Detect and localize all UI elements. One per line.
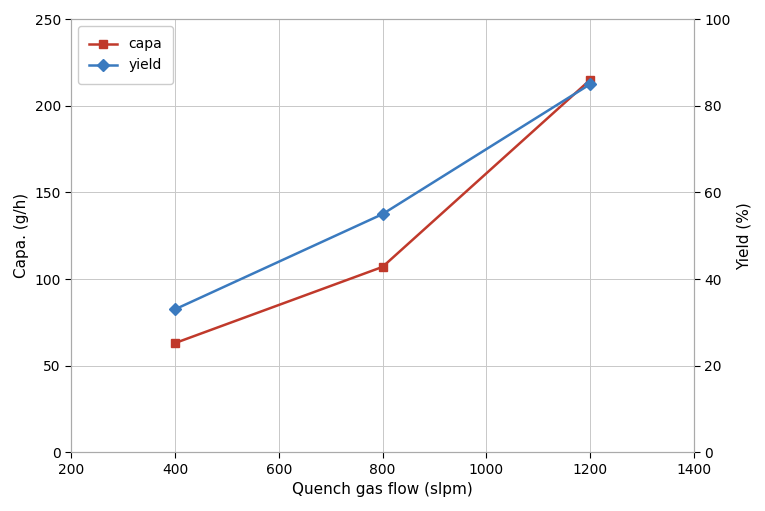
X-axis label: Quench gas flow (slpm): Quench gas flow (slpm) (292, 482, 473, 497)
yield (585, 81, 594, 87)
capa (585, 77, 594, 83)
capa (171, 340, 180, 346)
Legend: capa, yield: capa, yield (78, 27, 173, 83)
yield (171, 306, 180, 312)
Line: capa: capa (171, 76, 594, 347)
Y-axis label: Yield (%): Yield (%) (736, 202, 751, 270)
Y-axis label: Capa. (g/h): Capa. (g/h) (14, 193, 29, 278)
yield (378, 211, 387, 217)
capa (378, 264, 387, 270)
Line: yield: yield (171, 80, 594, 313)
